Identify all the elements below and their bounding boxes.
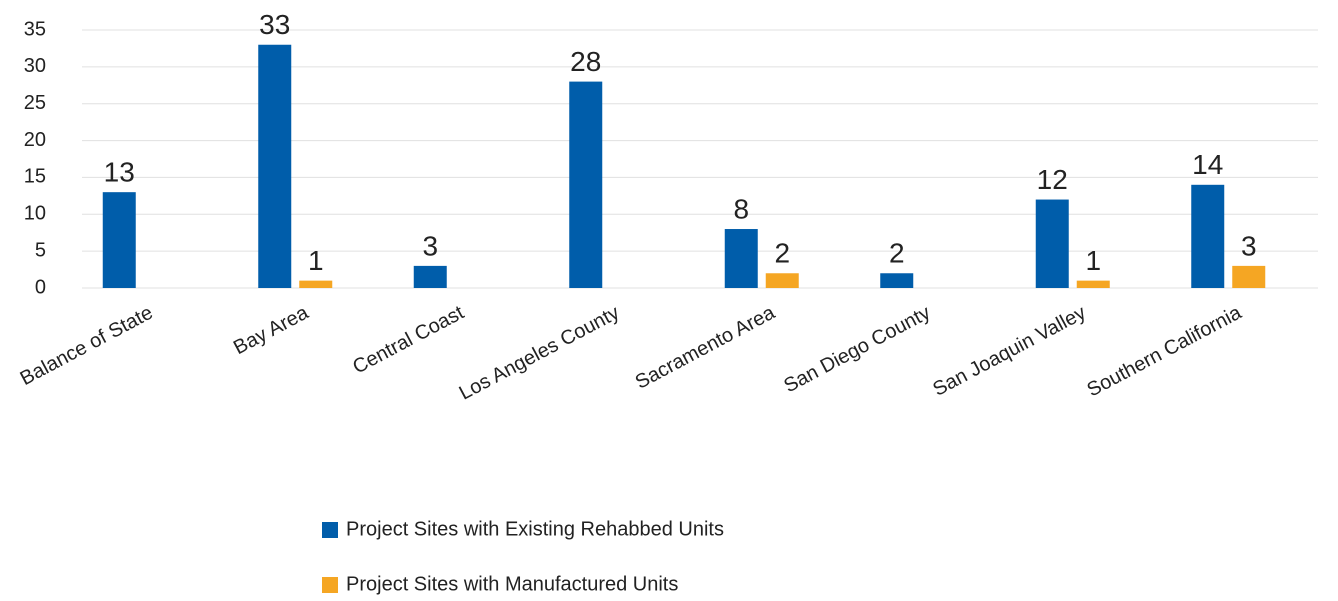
y-tick-label: 20 [24, 129, 46, 151]
legend-swatch [322, 577, 338, 593]
bar [569, 81, 603, 288]
x-tick-label: Central Coast [349, 301, 468, 378]
value-label: 33 [259, 9, 290, 40]
x-tick-label: Bay Area [230, 301, 313, 359]
y-tick-label: 35 [24, 18, 46, 40]
y-tick-label: 10 [24, 203, 46, 225]
legend-label: Project Sites with Existing Rehabbed Uni… [346, 518, 724, 540]
bar [299, 280, 333, 288]
value-label: 2 [889, 238, 905, 269]
value-label: 3 [422, 230, 438, 261]
x-tick-label: Southern California [1084, 301, 1246, 401]
value-label: 3 [1241, 230, 1257, 261]
bar [880, 273, 914, 288]
value-label: 28 [570, 46, 601, 77]
bar [102, 192, 136, 288]
y-tick-label: 25 [24, 92, 46, 114]
value-label: 2 [774, 238, 790, 269]
x-tick-label: Sacramento Area [632, 301, 780, 393]
value-label: 1 [1085, 245, 1101, 276]
legend-swatch [322, 522, 338, 538]
bar [1035, 199, 1069, 288]
bar [413, 265, 447, 288]
value-label: 14 [1192, 149, 1223, 180]
bar [724, 229, 758, 288]
bar [1076, 280, 1110, 288]
value-label: 13 [104, 157, 135, 188]
y-tick-label: 15 [24, 166, 46, 188]
legend-label: Project Sites with Manufactured Units [346, 573, 678, 595]
x-tick-label: Los Angeles County [456, 302, 623, 405]
y-tick-label: 30 [24, 55, 46, 77]
bar [765, 273, 799, 288]
value-label: 1 [308, 245, 324, 276]
x-tick-label: San Diego County [780, 302, 934, 398]
x-tick-label: Balance of State [17, 302, 157, 390]
x-tick-label: San Joaquin Valley [929, 302, 1089, 401]
bar [1232, 265, 1266, 288]
value-label: 12 [1037, 164, 1068, 195]
value-label: 8 [733, 193, 749, 224]
bar [1191, 184, 1225, 288]
y-tick-label: 5 [35, 239, 46, 261]
bar [258, 44, 292, 288]
y-tick-label: 0 [35, 276, 46, 298]
